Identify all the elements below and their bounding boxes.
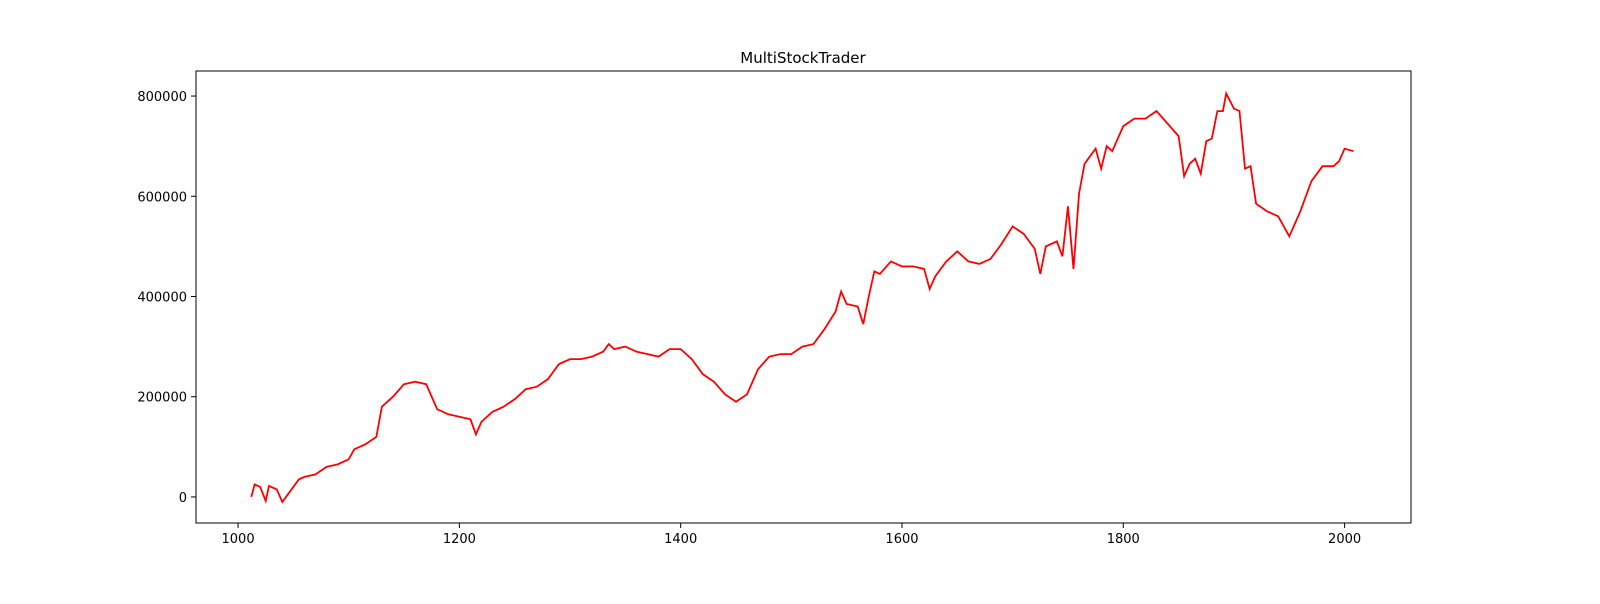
y-tick-label: 200000 bbox=[137, 391, 187, 406]
x-tick-label: 1000 bbox=[222, 532, 255, 547]
x-tick-label: 1800 bbox=[1107, 532, 1140, 547]
x-tick-label: 1400 bbox=[664, 532, 697, 547]
x-tick-label: 2000 bbox=[1328, 532, 1361, 547]
y-tick-label: 800000 bbox=[137, 90, 187, 105]
x-tick-label: 1200 bbox=[443, 532, 476, 547]
y-tick-label: 400000 bbox=[137, 290, 187, 305]
line-series bbox=[250, 90, 1354, 505]
plot-frame bbox=[195, 70, 1412, 524]
chart-title: MultiStockTrader bbox=[740, 49, 866, 67]
y-tick-label: 0 bbox=[179, 491, 187, 506]
y-tick-label: 600000 bbox=[137, 190, 187, 205]
x-tick-label: 1600 bbox=[885, 532, 918, 547]
